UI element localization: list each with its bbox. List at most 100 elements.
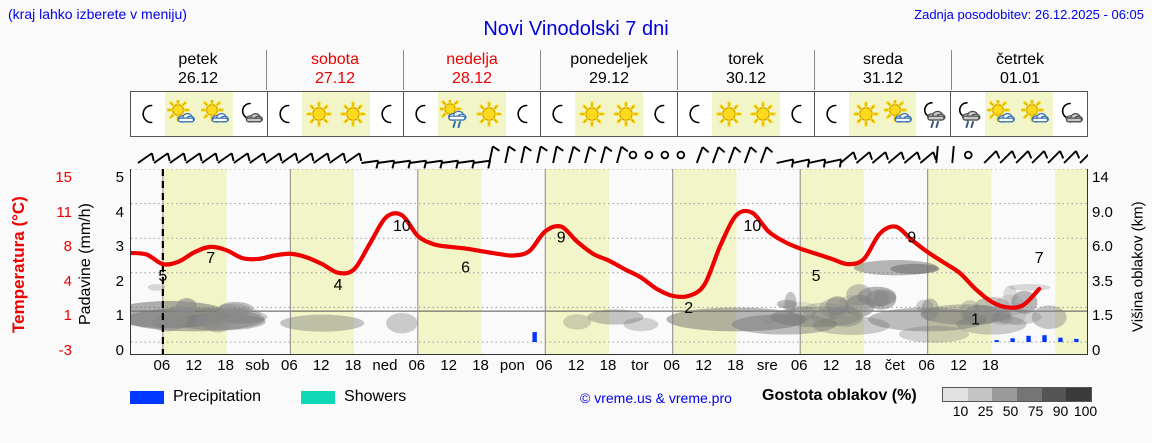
cloud-height-tick-2: 6.0: [1092, 238, 1113, 256]
cloud-cover-step-5: [1066, 388, 1092, 401]
day-header-band: petek 26.12 sobota 27.12 nedelja 28.12 ponedel…: [130, 50, 1088, 90]
cloud-height-tick-0: 14: [1092, 169, 1109, 186]
cloud-cover-tick-3: 75: [1027, 403, 1044, 419]
moon-icon: [780, 92, 814, 136]
time-tick-20: 06: [790, 357, 808, 374]
time-tick-8: 06: [408, 357, 426, 374]
sun-icon: [711, 92, 746, 136]
sun-cloud-icon: [198, 92, 233, 136]
precipitation-legend-label: Precipitation: [173, 388, 262, 405]
temperature-axis-title: Temperatura (°C): [9, 196, 28, 334]
time-tick-4: 06: [280, 357, 298, 374]
cloud-cover-step-2: [992, 388, 1018, 401]
precipitation-swatch: [130, 390, 164, 404]
cloud-cover-tick-1: 25: [977, 403, 994, 419]
time-tick-3: sob: [245, 357, 270, 374]
time-tick-21: 12: [822, 357, 840, 374]
weather-icon-day-1: [268, 92, 405, 136]
day-name: sreda: [862, 51, 904, 68]
time-tick-13: 12: [567, 357, 585, 374]
day-name: nedelja: [446, 51, 498, 68]
cloud-cover-tick-4: 90: [1052, 403, 1069, 419]
weather-icon-day-2: [404, 92, 542, 136]
temperature-tick-0: 15: [55, 169, 72, 186]
time-tick-7: ned: [372, 357, 398, 374]
temperature-tick-3: 4: [63, 272, 72, 290]
time-tick-19: sre: [756, 357, 778, 374]
time-axis-labels: 06 12 18 sob 06 12 18 ned 06 12 18 pon 06 12 18 tor 06 12…: [130, 357, 1088, 377]
copyright-link[interactable]: © vreme.us & vreme.pro: [580, 390, 732, 406]
moon-cloud-icon: [233, 92, 267, 136]
moon-icon: [506, 92, 540, 136]
moon-icon: [643, 92, 677, 136]
sun-icon: [301, 92, 336, 136]
moon-icon: [541, 92, 575, 136]
precipitation-tick-2: 3: [115, 238, 124, 256]
cloud-height-tick-3: 3.5: [1092, 272, 1113, 290]
temperature-point-label: 9: [907, 230, 916, 247]
temperature-point-label: 10: [393, 218, 411, 235]
temperature-point-label: 9: [557, 230, 566, 247]
day-date: 31.12: [862, 70, 904, 87]
time-tick-0: 06: [153, 357, 171, 374]
forecast-plot: 57410692105917163: [130, 169, 1088, 355]
cloud-height-axis-title: Višina oblakov (km): [1129, 201, 1147, 333]
day-date: 01.01: [999, 70, 1041, 87]
precipitation-axis-ticks: 5 4 3 2 1 0: [98, 169, 126, 359]
temperature-point-label: 4: [334, 277, 343, 294]
weather-icon-day-5: [815, 92, 952, 136]
showers-legend-label: Showers: [344, 388, 407, 405]
showers-swatch: [301, 390, 336, 404]
moon-icon: [404, 92, 438, 136]
cloud-density-layer: [131, 260, 1067, 343]
time-tick-6: 18: [344, 357, 362, 374]
sun-icon: [472, 92, 507, 136]
moon-cloud-rain-icon: [916, 92, 950, 136]
sun-cloud-rain-icon: [438, 92, 473, 136]
temperature-tick-2: 8: [63, 238, 72, 256]
sun-icon: [575, 92, 610, 136]
moon-icon: [815, 92, 849, 136]
time-tick-23: čet: [884, 357, 905, 374]
weather-icon-day-4: [678, 92, 815, 136]
day-header-5: sreda 31.12: [815, 50, 952, 90]
sun-cloud-icon: [882, 92, 917, 136]
sun-icon: [848, 92, 883, 136]
day-header-6: četrtek 01.01: [952, 50, 1088, 90]
weather-icon-row: [130, 91, 1088, 137]
cloud-height-tick-1: 9.0: [1092, 203, 1113, 221]
cloud-height-tick-5: 0: [1092, 342, 1101, 359]
cloud-cover-step-4: [1041, 388, 1067, 401]
location-menu-note: (kraj lahko izberete v meniju): [8, 6, 187, 22]
cloud-height-axis-ticks: 14 9.0 6.0 3.5 1.5 0: [1090, 169, 1126, 359]
precipitation-tick-0: 5: [115, 169, 124, 186]
sun-cloud-icon: [985, 92, 1020, 136]
temperature-point-label: 7: [1035, 250, 1044, 267]
time-tick-10: 18: [472, 357, 489, 374]
time-tick-17: 12: [695, 357, 712, 374]
cloud-cover-tick-5: 100: [1073, 403, 1098, 419]
day-date: 27.12: [314, 70, 356, 87]
temperature-point-label: 2: [684, 300, 693, 317]
time-tick-26: 18: [982, 357, 999, 374]
temperature-point-label: 6: [461, 260, 470, 277]
day-name: sobota: [310, 51, 360, 68]
precipitation-tick-1: 4: [115, 203, 124, 221]
temperature-tick-1: 11: [56, 203, 72, 221]
cloud-cover-step-0: [943, 388, 968, 401]
wind-barb-svg: [137, 145, 1097, 169]
temperature-axis-ticks: 15 11 8 4 1 -3: [34, 169, 72, 369]
cloud-cover-step-3: [1017, 388, 1042, 401]
time-tick-1: 12: [185, 357, 203, 374]
day-name: ponedeljek: [570, 51, 648, 68]
cloud-cover-tick-2: 50: [1002, 403, 1019, 419]
weather-icon-day-0: [131, 92, 268, 136]
moon-icon: [678, 92, 712, 136]
weather-icon-day-6: [951, 92, 1087, 136]
moon-cloud-icon: [1053, 92, 1087, 136]
time-tick-22: 18: [854, 357, 872, 374]
moon-icon: [131, 92, 165, 136]
moon-icon: [268, 92, 302, 136]
time-tick-2: 18: [217, 357, 234, 374]
sun-cloud-icon: [1019, 92, 1054, 136]
